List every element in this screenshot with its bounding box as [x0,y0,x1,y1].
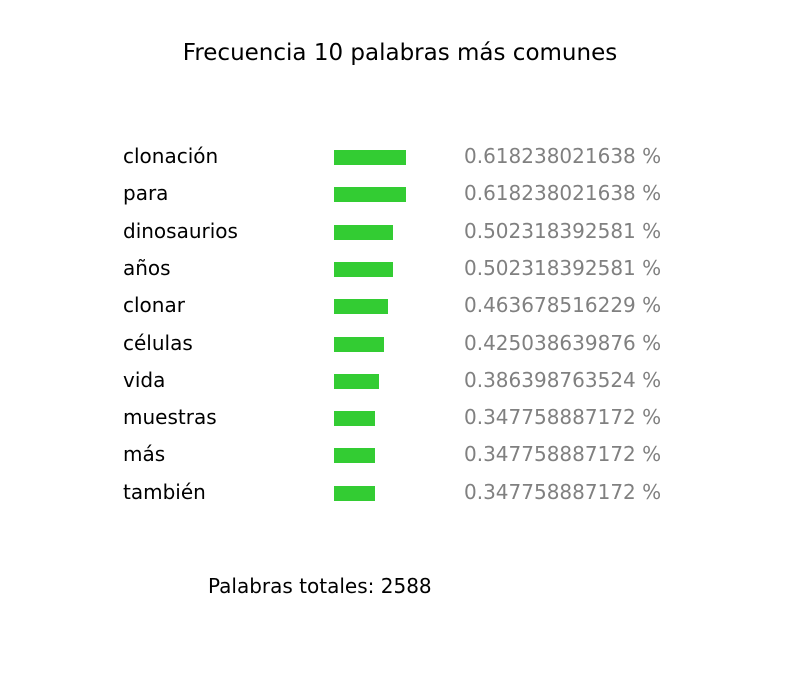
frequency-bar [334,411,375,427]
category-label: clonación [123,144,219,168]
category-label: dinosaurios [123,218,238,243]
frequency-bar [334,485,375,501]
value-label: 0.386398763524 % [464,367,662,392]
total-words-value: 2588 [380,574,432,598]
frequency-bar [334,261,393,277]
category-label: para [123,181,169,206]
frequency-bar [334,299,388,315]
frequency-bar [334,448,375,464]
category-label: más [123,442,166,467]
category-label: años [123,255,171,280]
value-label: 0.347758887172 % [464,479,662,504]
frequency-bar [334,224,393,240]
value-label: 0.618238021638 % [464,144,662,168]
value-label: 0.463678516229 % [464,293,662,318]
value-label: 0.347758887172 % [464,442,662,467]
value-label: 0.502318392581 % [464,255,662,280]
category-label: también [123,479,206,504]
category-label: muestras [123,405,217,430]
value-label: 0.425038639876 % [464,330,662,355]
category-label: células [123,330,193,355]
frequency-bar [334,187,406,203]
chart-title: Frecuencia 10 palabras más comunes [182,40,618,66]
value-label: 0.502318392581 % [464,218,662,243]
category-label: clonar [123,293,185,318]
frequency-bar [334,373,379,389]
category-label: vida [123,367,166,392]
total-words-label: Palabras totales: [208,574,375,598]
value-label: 0.347758887172 % [464,405,662,430]
frequency-bar [334,336,384,352]
total-words: Palabras totales: 2588 [208,576,432,596]
value-label: 0.618238021638 % [464,181,662,206]
frequency-bar [334,150,406,165]
